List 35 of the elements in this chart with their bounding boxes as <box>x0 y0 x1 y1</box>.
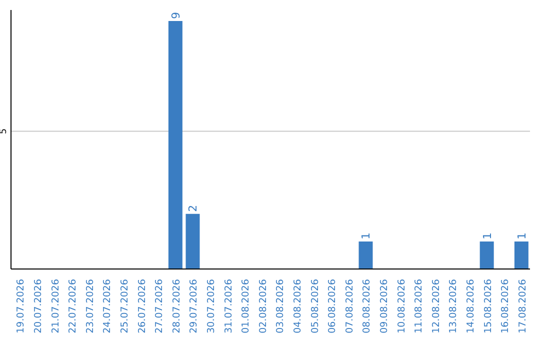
x-tick-label: 29.07.2026 <box>188 279 200 334</box>
x-tick-label: 23.07.2026 <box>84 279 96 334</box>
x-tick-label: 26.07.2026 <box>136 279 148 334</box>
x-tick-label: 06.08.2026 <box>327 279 338 334</box>
x-tick-label: 03.08.2026 <box>275 279 286 334</box>
x-tick-label: 08.08.2026 <box>362 279 373 334</box>
x-tick-label: 02.08.2026 <box>258 279 269 334</box>
x-tick-label: 15.08.2026 <box>482 279 494 334</box>
x-tick-label: 28.07.2026 <box>171 279 182 334</box>
x-tick-label: 10.08.2026 <box>396 279 408 334</box>
x-tick-label: 27.07.2026 <box>154 279 166 334</box>
data-label: 1 <box>480 232 494 240</box>
x-tick-label: 20.07.2026 <box>32 279 44 334</box>
x-tick-label: 21.07.2026 <box>50 279 62 334</box>
data-label: 2 <box>186 204 200 212</box>
x-tick-label: 19.07.2026 <box>16 279 27 334</box>
x-tick-label: 12.08.2026 <box>430 279 442 334</box>
x-tick-label: 01.08.2026 <box>240 279 252 334</box>
x-tick-label: 31.07.2026 <box>223 279 234 334</box>
x-tick-label: 09.08.2026 <box>378 279 390 334</box>
data-label: 1 <box>360 232 373 240</box>
x-tick-label: 25.07.2026 <box>119 279 130 334</box>
x-tick-label: 30.07.2026 <box>206 279 217 334</box>
x-tick-label: 14.08.2026 <box>465 279 476 334</box>
x-tick-label: 17.08.2026 <box>517 279 528 334</box>
data-label: 1 <box>515 232 528 240</box>
x-tick-label: 16.08.2026 <box>500 279 512 334</box>
data-label: 9 <box>169 12 182 20</box>
x-tick-label: 11.08.2026 <box>414 279 425 334</box>
x-tick-label: 22.07.2026 <box>68 279 79 334</box>
x-tick-label: 04.08.2026 <box>292 279 304 334</box>
x-tick-label: 07.08.2026 <box>344 279 356 334</box>
x-tick-label: 24.07.2026 <box>102 279 114 334</box>
x-tick-label: 13.08.2026 <box>448 279 460 334</box>
x-tick-label: 05.08.2026 <box>310 279 321 334</box>
